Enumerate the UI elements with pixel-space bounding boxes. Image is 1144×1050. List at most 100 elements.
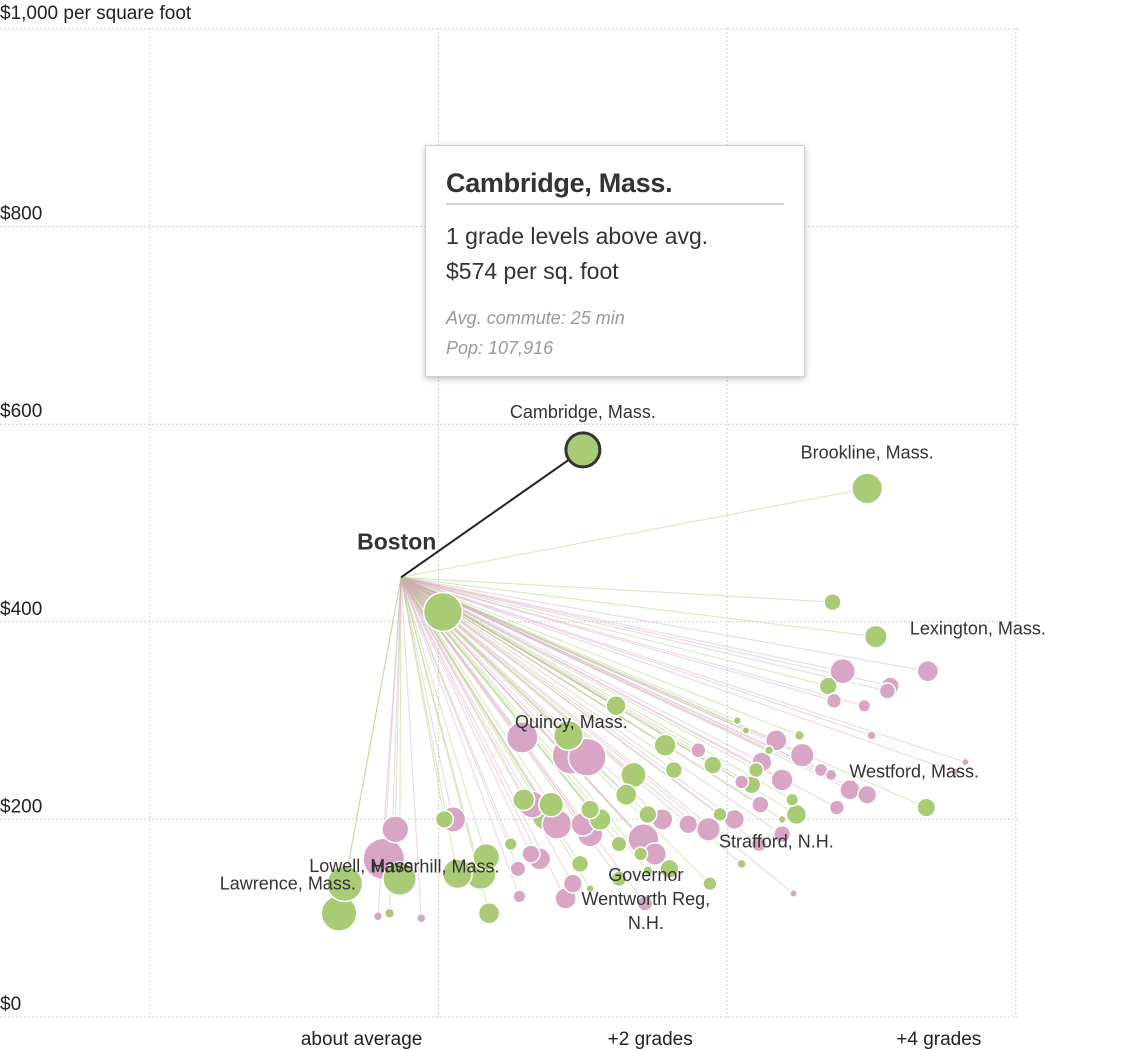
data-point[interactable] bbox=[751, 795, 770, 814]
data-point[interactable] bbox=[605, 695, 627, 717]
data-point[interactable] bbox=[789, 889, 799, 898]
data-point[interactable] bbox=[690, 742, 707, 759]
data-point[interactable] bbox=[383, 907, 396, 919]
data-point[interactable] bbox=[472, 842, 501, 872]
data-point[interactable] bbox=[632, 846, 649, 862]
data-point-lawrence-mass[interactable] bbox=[326, 865, 364, 903]
data-point[interactable] bbox=[653, 733, 677, 757]
connector-line bbox=[400, 577, 520, 897]
x-tick-label: +4 grades bbox=[896, 1029, 981, 1050]
data-point[interactable] bbox=[521, 844, 541, 864]
data-point[interactable] bbox=[434, 809, 455, 830]
data-point[interactable] bbox=[857, 784, 878, 805]
connector-line bbox=[400, 576, 783, 835]
data-point[interactable] bbox=[785, 803, 808, 826]
data-point[interactable] bbox=[750, 835, 768, 853]
data-point[interactable] bbox=[610, 870, 628, 888]
connector-line bbox=[400, 577, 532, 855]
data-point[interactable] bbox=[866, 730, 877, 741]
data-point[interactable] bbox=[785, 792, 800, 807]
data-point[interactable] bbox=[736, 858, 747, 870]
data-point[interactable] bbox=[562, 873, 583, 894]
data-point[interactable] bbox=[741, 726, 751, 735]
data-point-governor-wentworth-reg-n-h[interactable] bbox=[642, 865, 654, 877]
connector-line bbox=[400, 576, 868, 796]
tooltip: Cambridge, Mass. 1 grade levels above av… bbox=[425, 145, 805, 377]
data-point[interactable] bbox=[818, 676, 838, 696]
connector-line bbox=[338, 577, 402, 914]
connector-line bbox=[400, 577, 481, 874]
data-point-lexington-mass[interactable] bbox=[863, 624, 888, 649]
data-point[interactable] bbox=[552, 719, 584, 751]
data-point[interactable] bbox=[659, 858, 680, 879]
data-point[interactable] bbox=[636, 894, 654, 912]
connector-line bbox=[400, 576, 838, 809]
data-point[interactable] bbox=[793, 729, 805, 742]
data-point[interactable] bbox=[664, 760, 684, 780]
connector-line bbox=[400, 577, 567, 899]
y-tick-label: $400 bbox=[0, 599, 42, 620]
x-tick-label: about average bbox=[301, 1029, 423, 1050]
data-point-brookline-mass[interactable] bbox=[851, 472, 884, 505]
data-point[interactable] bbox=[503, 837, 518, 852]
data-point[interactable] bbox=[747, 761, 765, 779]
data-point[interactable] bbox=[823, 592, 842, 612]
data-point[interactable] bbox=[381, 815, 410, 844]
data-point[interactable] bbox=[770, 768, 794, 792]
connector-line bbox=[400, 576, 865, 707]
data-point[interactable] bbox=[512, 889, 527, 904]
data-point[interactable] bbox=[512, 787, 536, 812]
data-point[interactable] bbox=[422, 591, 464, 633]
highlight-point-cambridge[interactable] bbox=[564, 431, 602, 469]
data-point[interactable] bbox=[614, 783, 638, 806]
data-point[interactable] bbox=[950, 767, 960, 777]
data-point-westford-mass[interactable] bbox=[916, 797, 937, 818]
data-points[interactable] bbox=[320, 431, 970, 932]
y-tick-label: $600 bbox=[0, 401, 42, 422]
data-point-strafford-n-h[interactable] bbox=[777, 814, 787, 825]
data-point[interactable] bbox=[824, 768, 838, 782]
axis-labels: $1,000 per square foot $0 $200 $400 $600 $800… bbox=[0, 3, 981, 1050]
data-point[interactable] bbox=[580, 799, 601, 820]
data-point[interactable] bbox=[505, 720, 539, 754]
data-point[interactable] bbox=[857, 698, 872, 713]
connector-line bbox=[383, 577, 402, 859]
data-point[interactable] bbox=[382, 861, 418, 897]
data-point[interactable] bbox=[772, 825, 792, 844]
connector-line bbox=[400, 576, 783, 820]
data-point[interactable] bbox=[789, 742, 815, 768]
data-point[interactable] bbox=[585, 883, 595, 894]
data-point[interactable] bbox=[733, 774, 750, 790]
data-point[interactable] bbox=[723, 808, 746, 831]
data-point[interactable] bbox=[477, 901, 501, 925]
data-point[interactable] bbox=[828, 799, 846, 816]
data-point[interactable] bbox=[372, 911, 384, 922]
data-point[interactable] bbox=[638, 804, 658, 825]
data-point[interactable] bbox=[570, 854, 590, 874]
data-point[interactable] bbox=[712, 806, 728, 823]
connector-line bbox=[400, 487, 868, 578]
connector-line bbox=[400, 576, 888, 692]
connector-line bbox=[400, 576, 829, 687]
place-label-lowell-mass: Lowell, Mass. bbox=[309, 856, 418, 876]
data-point[interactable] bbox=[678, 814, 699, 835]
data-point[interactable] bbox=[703, 755, 723, 775]
data-point[interactable] bbox=[763, 745, 775, 756]
data-point[interactable] bbox=[829, 657, 856, 685]
data-point[interactable] bbox=[416, 912, 427, 924]
data-point[interactable] bbox=[839, 779, 861, 801]
data-point[interactable] bbox=[878, 682, 897, 700]
data-point[interactable] bbox=[441, 858, 473, 890]
data-point[interactable] bbox=[538, 791, 565, 818]
data-point[interactable] bbox=[509, 860, 527, 878]
place-label-westford-mass: Westford, Mass. bbox=[849, 762, 979, 782]
data-point[interactable] bbox=[916, 659, 940, 683]
place-label-strafford-n-h: Strafford, N.H. bbox=[719, 831, 834, 851]
data-point[interactable] bbox=[732, 715, 743, 726]
tooltip-population: Pop: 107,916 bbox=[446, 338, 554, 358]
data-point[interactable] bbox=[825, 692, 843, 710]
data-point[interactable] bbox=[960, 757, 970, 767]
data-point[interactable] bbox=[610, 835, 628, 853]
data-point[interactable] bbox=[702, 875, 718, 892]
